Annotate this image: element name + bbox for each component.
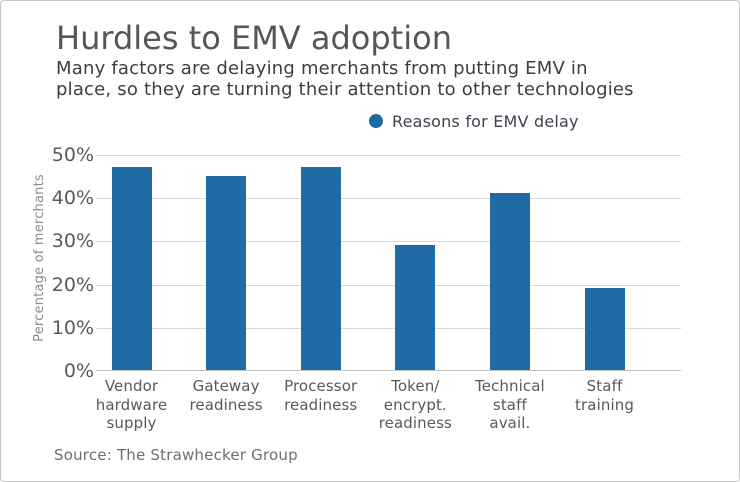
legend-marker-icon [369,114,383,128]
chart-subtitle-line1: Many factors are delaying merchants from… [56,58,588,79]
gridline [96,198,681,199]
x-axis-line [96,370,681,371]
x-axis-label-line: Gateway [192,377,260,395]
x-axis-labels: Vendor hardware supply Gateway readiness Proc… [96,377,681,439]
legend: Reasons for EMV delay [369,111,579,131]
y-tick-label: 0% [63,360,94,382]
y-tick-label: 50% [51,144,94,166]
x-axis-label: Vendor hardware supply [84,377,180,433]
x-axis-label: Gateway readiness [178,377,274,414]
chart-title: Hurdles to EMV adoption [56,19,452,57]
gridline [96,155,681,156]
source-note: Source: The Strawhecker Group [54,446,298,464]
x-axis-label-line: supply [106,414,157,432]
x-axis-label-line: readiness [378,414,452,432]
y-tick-label: 40% [51,187,94,210]
bar-gateway-readiness [206,175,247,370]
x-axis-label-line: Vendor [104,377,159,395]
x-axis-label-line: readiness [189,395,263,414]
bar-staff-training [584,287,625,370]
bar-processor-readiness [300,166,341,370]
x-axis-label: Token/encrypt. readiness [367,377,463,433]
y-tick-label: 10% [51,316,94,339]
gridline [96,328,681,329]
bar-technical-staff-avail [489,192,530,370]
x-axis-label-line: staff [492,395,527,414]
y-tick-label: 20% [51,273,94,296]
x-axis-label-line: encrypt. [383,395,447,414]
x-axis-label-line: Technical [475,377,545,395]
x-axis-label: Technical staff avail. [462,377,558,433]
bar-vendor-hardware-supply [111,166,152,370]
x-axis-label-line: training [575,395,634,414]
y-tick-label: 30% [51,230,94,253]
x-axis-label-line: avail. [489,414,531,432]
x-axis-label-line: Processor [284,377,358,395]
chart-subtitle: Many factors are delaying merchants from… [56,58,634,100]
plot-area [96,155,681,371]
x-axis-label-line: readiness [284,395,358,414]
chart-subtitle-line2: place, so they are turning their attenti… [56,79,634,100]
gridline [96,285,681,286]
x-axis-label-line: Staff [586,377,623,395]
bar-token-encrypt-readiness [395,244,436,370]
x-axis-label-line: hardware [95,395,168,414]
x-axis-label-line: Token/ [391,377,440,395]
x-axis-label: Processor readiness [273,377,369,414]
gridline [96,241,681,242]
x-axis-label: Staff training [557,377,653,414]
legend-label: Reasons for EMV delay [392,111,579,131]
